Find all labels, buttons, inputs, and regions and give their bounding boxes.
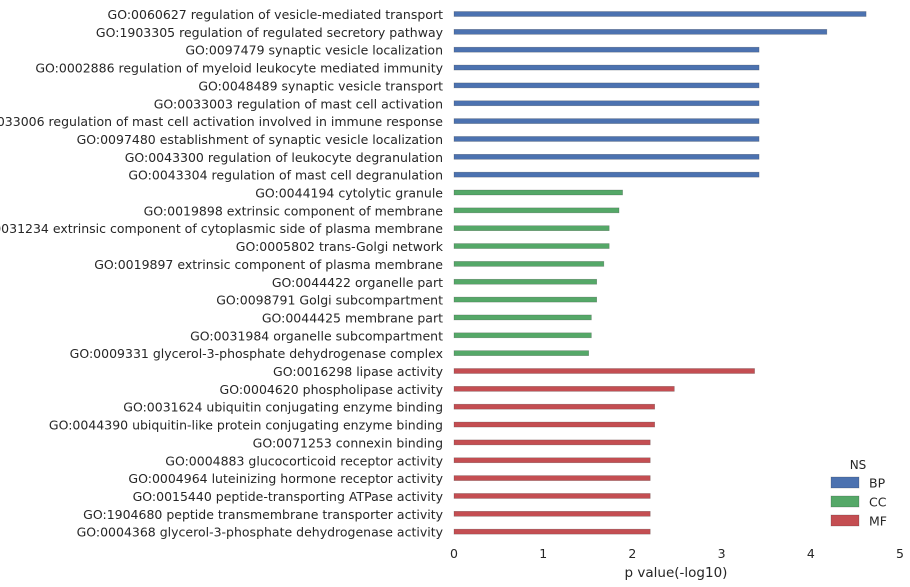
- bar-22: [453, 403, 655, 410]
- bar-14: [453, 261, 605, 267]
- term-label-0: GO:0060627 regulation of vesicle-mediate…: [108, 7, 444, 22]
- bar-7: [453, 136, 760, 142]
- bar-11: [453, 207, 620, 214]
- x-tick-label-0: 0: [450, 546, 458, 561]
- term-label-2: GO:0097479 synaptic vesicle localization: [185, 43, 443, 58]
- bar-16: [453, 296, 598, 303]
- bar-15: [453, 278, 598, 285]
- x-tick-label-3: 3: [718, 546, 726, 561]
- legend-label-bp: BP: [869, 476, 886, 491]
- bar-5: [453, 100, 760, 107]
- term-label-29: GO:0004368 glycerol-3-phosphate dehydrog…: [77, 525, 444, 540]
- bar-18: [453, 332, 592, 339]
- term-labels: GO:0060627 regulation of vesicle-mediate…: [0, 7, 444, 540]
- legend-label-cc: CC: [869, 495, 887, 510]
- bar-10: [453, 189, 623, 196]
- legend: NS BP CC MF: [830, 458, 887, 529]
- term-label-4: GO:0048489 synaptic vesicle transport: [198, 78, 443, 93]
- term-label-11: GO:0019898 extrinsic component of membra…: [144, 203, 444, 218]
- bar-26: [453, 475, 651, 481]
- term-label-9: GO:0043304 regulation of mast cell degra…: [128, 168, 443, 183]
- bar-0: [453, 11, 867, 17]
- legend-swatch-mf: [830, 514, 860, 527]
- x-tick-label-4: 4: [807, 546, 815, 561]
- bar-2: [453, 46, 760, 53]
- term-label-22: GO:0031624 ubiquitin conjugating enzyme …: [123, 400, 443, 415]
- term-label-18: GO:0031984 organelle subcompartment: [190, 328, 443, 343]
- term-label-24: GO:0071253 connexin binding: [253, 435, 443, 450]
- term-label-13: GO:0005802 trans-Golgi network: [236, 239, 444, 254]
- term-label-19: GO:0009331 glycerol-3-phosphate dehydrog…: [70, 346, 443, 361]
- term-label-17: GO:0044425 membrane part: [262, 310, 443, 325]
- term-label-16: GO:0098791 Golgi subcompartment: [216, 293, 443, 308]
- term-label-6: GO:0033006 regulation of mast cell activ…: [0, 114, 443, 129]
- bar-9: [453, 171, 760, 178]
- bar-1: [453, 29, 828, 35]
- bar-28: [453, 510, 651, 517]
- legend-swatch-cc: [830, 495, 860, 508]
- x-axis-title: p value(-log10): [625, 565, 728, 581]
- bar-27: [453, 493, 651, 499]
- term-label-8: GO:0043300 regulation of leukocyte degra…: [125, 150, 443, 165]
- term-label-10: GO:0044194 cytolytic granule: [255, 186, 443, 201]
- term-label-5: GO:0033003 regulation of mast cell activ…: [154, 96, 443, 111]
- term-label-21: GO:0004620 phospholipase activity: [220, 382, 444, 397]
- bar-12: [453, 225, 610, 231]
- bars-layer: [453, 11, 867, 535]
- bar-23: [453, 421, 655, 428]
- bar-8: [453, 154, 760, 160]
- bar-4: [453, 82, 760, 89]
- bar-6: [453, 118, 760, 124]
- x-tick-label-1: 1: [539, 546, 547, 561]
- bar-17: [453, 314, 592, 321]
- legend-title: NS: [850, 458, 867, 472]
- term-label-28: GO:1904680 peptide transmembrane transpo…: [83, 507, 443, 522]
- term-label-15: GO:0044422 organelle part: [272, 275, 443, 290]
- bar-20: [453, 368, 755, 374]
- bar-3: [453, 64, 760, 71]
- term-label-12: GO:0031234 extrinsic component of cytopl…: [0, 221, 443, 236]
- term-label-27: GO:0015440 peptide-transporting ATPase a…: [133, 489, 444, 504]
- term-label-3: GO:0002886 regulation of myeloid leukocy…: [35, 61, 443, 76]
- x-axis: p value(-log10) 0 1 2 3 4 5: [450, 546, 904, 581]
- term-label-23: GO:0044390 ubiquitin-like protein conjug…: [49, 418, 443, 433]
- bar-13: [453, 243, 610, 249]
- term-label-7: GO:0097480 establishment of synaptic ves…: [77, 132, 443, 147]
- bar-21: [453, 386, 675, 392]
- term-label-25: GO:0004883 glucocorticoid receptor activ…: [165, 453, 443, 468]
- term-label-26: GO:0004964 luteinizing hormone receptor …: [128, 471, 443, 486]
- x-tick-label-2: 2: [628, 546, 636, 561]
- bar-25: [453, 457, 651, 464]
- bar-29: [453, 528, 651, 535]
- term-label-1: GO:1903305 regulation of regulated secre…: [96, 25, 444, 40]
- term-label-20: GO:0016298 lipase activity: [273, 364, 444, 379]
- bar-19: [453, 350, 589, 356]
- bar-24: [453, 439, 651, 446]
- legend-label-mf: MF: [869, 514, 887, 529]
- legend-swatch-bp: [830, 476, 860, 489]
- x-tick-label-5: 5: [896, 546, 904, 561]
- term-label-14: GO:0019897 extrinsic component of plasma…: [94, 257, 443, 272]
